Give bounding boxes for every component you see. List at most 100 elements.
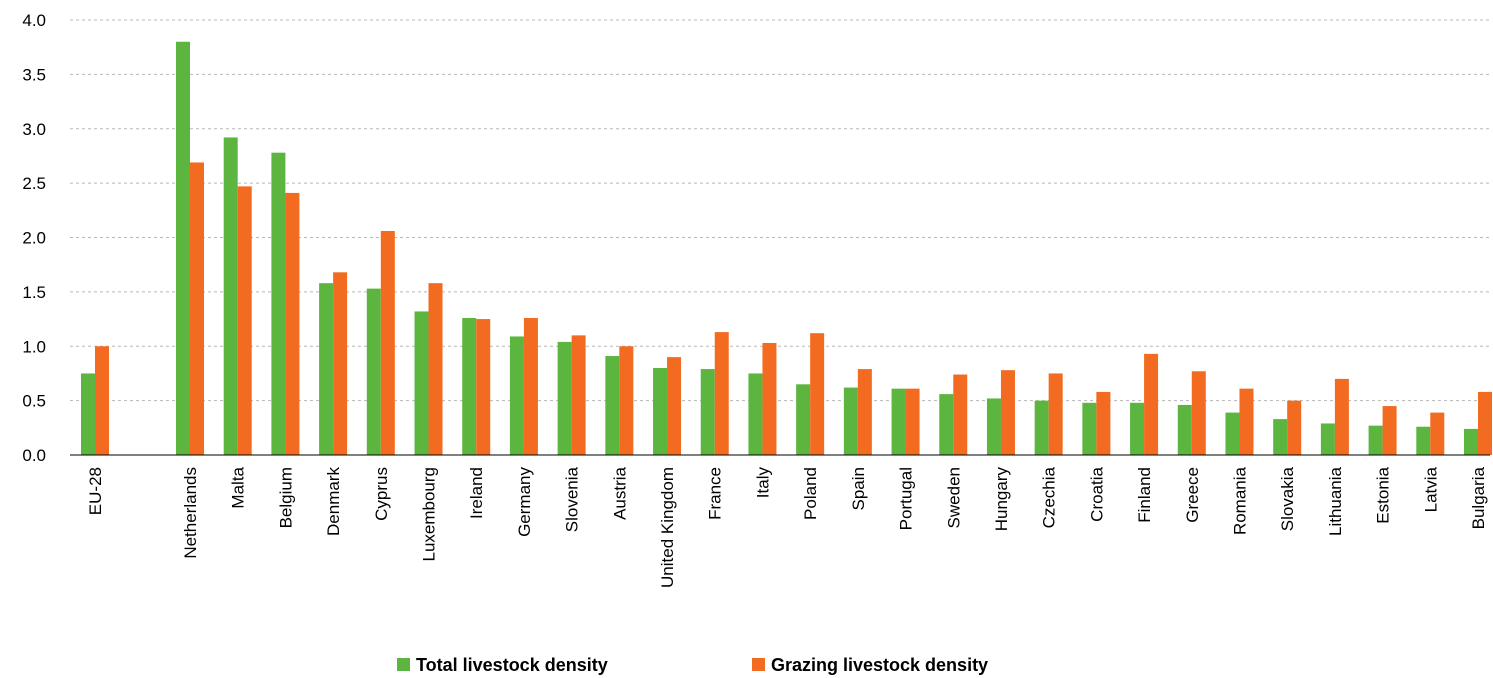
bar-total-croatia <box>1082 402 1097 455</box>
bar-total-slovenia <box>557 341 572 455</box>
category-label: Sweden <box>944 467 963 528</box>
bar-grazing-belgium <box>285 192 300 455</box>
bar-total-cyprus <box>366 288 381 455</box>
bar-total-czechia <box>1034 400 1049 455</box>
y-tick-label: 3.0 <box>22 120 46 139</box>
bar-total-eu-28 <box>81 373 95 455</box>
legend-label-grazing: Grazing livestock density <box>771 655 988 675</box>
bar-grazing-eu-28 <box>95 346 109 455</box>
bar-total-poland <box>796 384 811 455</box>
y-tick-label: 2.5 <box>22 174 46 193</box>
bar-grazing-netherlands <box>190 162 204 455</box>
y-tick-label: 2.0 <box>22 229 46 248</box>
category-label: Latvia <box>1421 466 1440 512</box>
bar-total-estonia <box>1368 425 1383 455</box>
bar-grazing-germany <box>523 317 538 455</box>
bar-total-italy <box>748 373 763 455</box>
bar-grazing-malta <box>237 186 252 455</box>
bar-total-germany <box>509 336 524 455</box>
bar-grazing-france <box>714 332 729 455</box>
category-label: United Kingdom <box>658 467 677 588</box>
category-label: Hungary <box>992 467 1011 532</box>
category-label: Lithuania <box>1326 466 1345 536</box>
category-label: Czechia <box>1040 466 1059 528</box>
category-label: Cyprus <box>372 467 391 521</box>
bar-grazing-sweden <box>953 374 968 455</box>
bar-grazing-estonia <box>1382 406 1397 455</box>
bar-grazing-greece <box>1191 371 1206 455</box>
y-tick-label: 1.0 <box>22 337 46 356</box>
x-axis: EU-28 Netherlands Malta Belgium Denmark Cypru… <box>70 454 1490 588</box>
bar-total-malta <box>223 137 238 455</box>
bar-grazing-slovakia <box>1287 400 1302 455</box>
category-label: Austria <box>610 466 629 519</box>
bar-grazing-portugal <box>905 388 920 455</box>
bar-grazing-croatia <box>1096 391 1111 455</box>
bar-total-france <box>700 369 715 455</box>
y-tick-label: 1.5 <box>22 283 46 302</box>
y-tick-label: 0.0 <box>22 446 46 465</box>
bar-grazing-denmark <box>333 272 348 455</box>
category-label: Romania <box>1230 466 1249 535</box>
bar-grazing-hungary <box>1000 370 1015 455</box>
category-label: Malta <box>229 466 248 508</box>
bar-grazing-lithuania <box>1334 378 1349 455</box>
legend-swatch-grazing <box>752 658 765 671</box>
bar-total-spain <box>843 387 858 455</box>
legend-label-total: Total livestock density <box>416 655 608 675</box>
bar-total-hungary <box>986 398 1001 455</box>
category-label: Luxembourg <box>420 467 439 562</box>
legend: Total livestock density Grazing livestoc… <box>397 655 988 675</box>
bar-total-luxembourg <box>414 311 429 455</box>
category-label: Slovenia <box>563 466 582 532</box>
category-label: Ireland <box>467 467 486 519</box>
category-label: Portugal <box>897 467 916 530</box>
bar-grazing-slovenia <box>571 335 586 455</box>
category-label: Bulgaria <box>1469 466 1488 529</box>
bar-total-latvia <box>1416 426 1431 455</box>
y-tick-label: 0.5 <box>22 392 46 411</box>
y-tick-label: 3.5 <box>22 65 46 84</box>
legend-swatch-total <box>397 658 410 671</box>
gridlines <box>70 19 1490 402</box>
category-label: Greece <box>1183 467 1202 523</box>
category-label: Finland <box>1135 467 1154 523</box>
category-label: Belgium <box>276 467 295 528</box>
bar-grazing-latvia <box>1430 412 1445 455</box>
bar-total-bulgaria <box>1464 428 1478 455</box>
bar-total-lithuania <box>1320 423 1335 455</box>
bar-total-slovakia <box>1273 419 1288 455</box>
category-label: Spain <box>849 467 868 510</box>
bar-grazing-czechia <box>1048 373 1063 455</box>
bar-grazing-bulgaria <box>1478 391 1492 455</box>
bar-total-romania <box>1225 412 1240 455</box>
category-label: Poland <box>801 467 820 520</box>
category-label: EU-28 <box>86 467 105 515</box>
bar-total-austria <box>605 356 620 455</box>
y-axis: 0.0 0.5 1.0 1.5 2.0 2.5 3.0 3.5 4.0 <box>22 11 46 465</box>
bar-grazing-romania <box>1239 388 1254 455</box>
bar-total-belgium <box>271 152 286 456</box>
bar-total-netherlands <box>176 41 190 455</box>
bar-total-denmark <box>319 283 334 455</box>
category-label: France <box>706 467 725 520</box>
bars <box>81 41 1492 456</box>
category-label: Estonia <box>1374 466 1393 523</box>
bar-grazing-austria <box>619 346 634 455</box>
bar-total-finland <box>1130 402 1145 455</box>
bar-total-greece <box>1177 404 1192 455</box>
y-tick-label: 4.0 <box>22 11 46 30</box>
bar-grazing-finland <box>1144 353 1159 455</box>
bar-grazing-italy <box>762 342 777 455</box>
bar-total-portugal <box>891 388 906 455</box>
bar-total-sweden <box>939 394 954 455</box>
category-label: Germany <box>515 467 534 537</box>
bar-grazing-cyprus <box>380 230 395 455</box>
category-label: Netherlands <box>181 467 200 559</box>
bar-grazing-spain <box>857 369 872 455</box>
bar-total-ireland <box>462 317 477 455</box>
category-label: Croatia <box>1087 466 1106 521</box>
category-label: Denmark <box>324 467 343 536</box>
category-label: Slovakia <box>1278 466 1297 531</box>
